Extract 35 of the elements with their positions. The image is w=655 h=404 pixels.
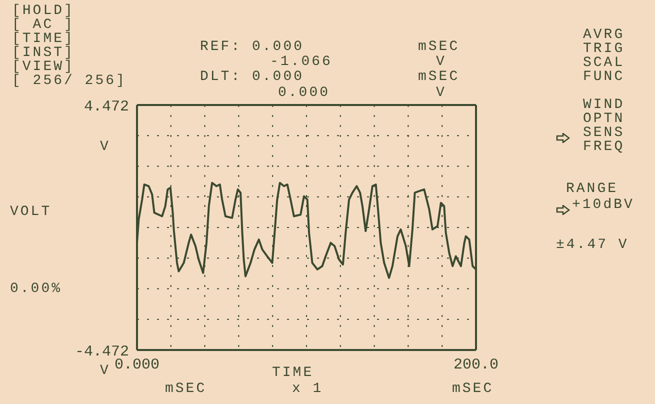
text: mSEC [418, 69, 460, 85]
text: OPTN [583, 111, 625, 127]
text: V [100, 363, 110, 379]
x-tick-label: 200.0 [453, 356, 499, 374]
text: SCAL [583, 55, 625, 71]
text: TRIG [583, 41, 625, 57]
text: FUNC [583, 69, 625, 85]
y-tick-label: 4.472 [84, 98, 129, 116]
text: mSEC [418, 39, 460, 55]
text: ±4.47 V [556, 237, 629, 253]
text: V [436, 85, 446, 101]
text: [INST] [12, 45, 74, 61]
text: FREQ [583, 139, 625, 155]
text: WIND [583, 97, 625, 113]
text: mSEC [452, 381, 494, 397]
x-axis-title: TIME [272, 365, 314, 381]
text: DLT: 0.000 [200, 69, 304, 85]
text: [ 256/ 256] [12, 73, 126, 89]
text: [HOLD] [12, 3, 74, 19]
text: [ AC ] [12, 17, 74, 33]
text: 0.000 [278, 85, 330, 101]
text: mSEC [165, 381, 207, 397]
text: V [100, 139, 110, 155]
text: +10dBV [572, 197, 634, 213]
text: [VIEW] [12, 59, 74, 75]
text: 0.00% [10, 281, 62, 297]
text: RANGE [566, 181, 618, 197]
text: SENS [583, 125, 625, 141]
text: REF: 0.000 [200, 39, 304, 55]
text: AVRG [583, 27, 625, 43]
text: V [436, 54, 446, 70]
y-axis-title: VOLT [10, 204, 52, 220]
text: [TIME] [12, 31, 74, 47]
text: x 1 [292, 381, 324, 397]
text: -1.066 [270, 54, 332, 70]
